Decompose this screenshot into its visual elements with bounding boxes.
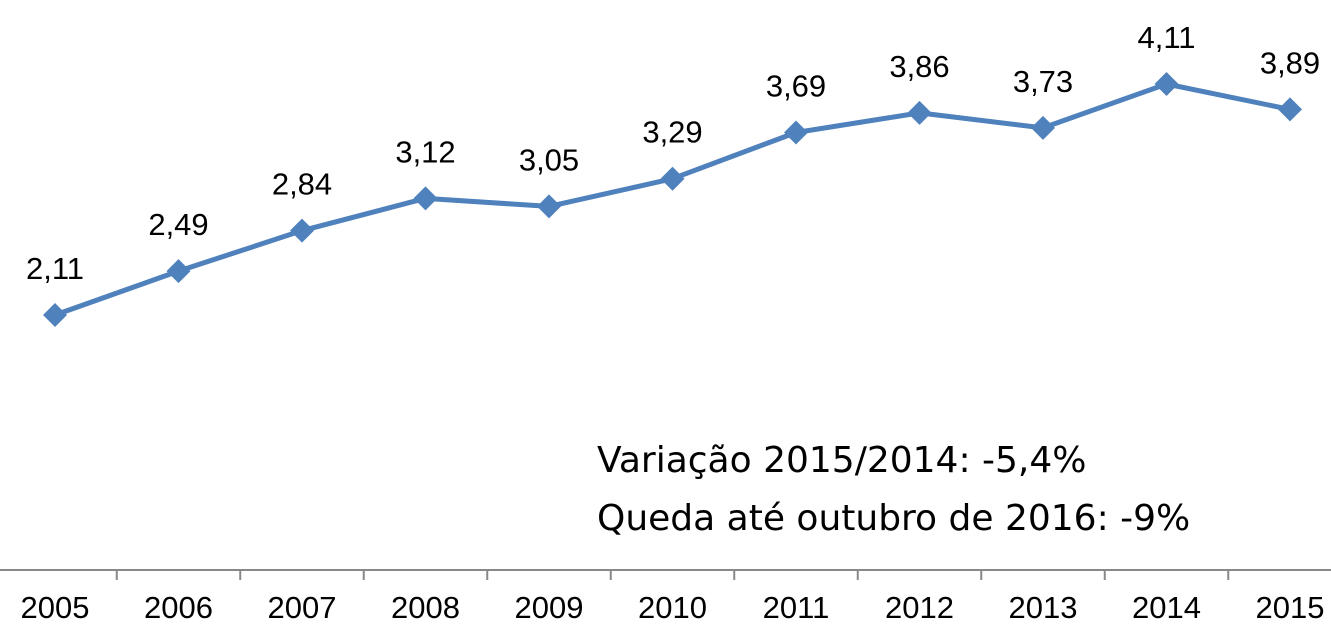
x-tick-label: 2009 — [515, 590, 584, 625]
marker — [1278, 97, 1302, 122]
x-tick-label: 2006 — [144, 590, 213, 625]
annotation: Variação 2015/2014: -5,4% — [597, 440, 1086, 481]
x-tick-label: 2008 — [391, 590, 460, 625]
annotation: Queda até outubro de 2016: -9% — [597, 498, 1190, 539]
marker — [907, 100, 932, 125]
marker — [43, 303, 67, 327]
data-label: 3,89 — [1260, 45, 1320, 80]
marker — [537, 194, 561, 219]
x-tick-label: 2010 — [638, 590, 707, 625]
data-label: 2,84 — [272, 167, 332, 202]
x-tick-label: 2013 — [1009, 590, 1078, 625]
x-tick-label: 2015 — [1256, 590, 1325, 625]
x-tick-label: 2014 — [1132, 590, 1201, 625]
marker — [784, 120, 808, 145]
x-tick-label: 2005 — [21, 590, 90, 625]
marker — [166, 259, 191, 284]
data-label: 2,11 — [26, 251, 84, 286]
x-tick-label: 2011 — [763, 590, 830, 625]
data-label: 4,11 — [1137, 20, 1195, 55]
x-tick-label: 2012 — [885, 590, 954, 625]
marker — [1031, 115, 1055, 140]
data-label: 3,12 — [395, 134, 455, 169]
data-label: 3,05 — [519, 142, 579, 177]
data-label: 2,49 — [148, 207, 208, 242]
marker — [1154, 72, 1179, 96]
data-label: 3,73 — [1013, 64, 1073, 99]
x-tick-label: 2007 — [268, 590, 337, 625]
marker — [660, 166, 685, 191]
data-label: 3,69 — [766, 69, 826, 104]
marker — [290, 218, 314, 243]
data-label: 3,29 — [642, 115, 702, 150]
marker — [413, 186, 438, 211]
data-label: 3,86 — [889, 49, 949, 84]
